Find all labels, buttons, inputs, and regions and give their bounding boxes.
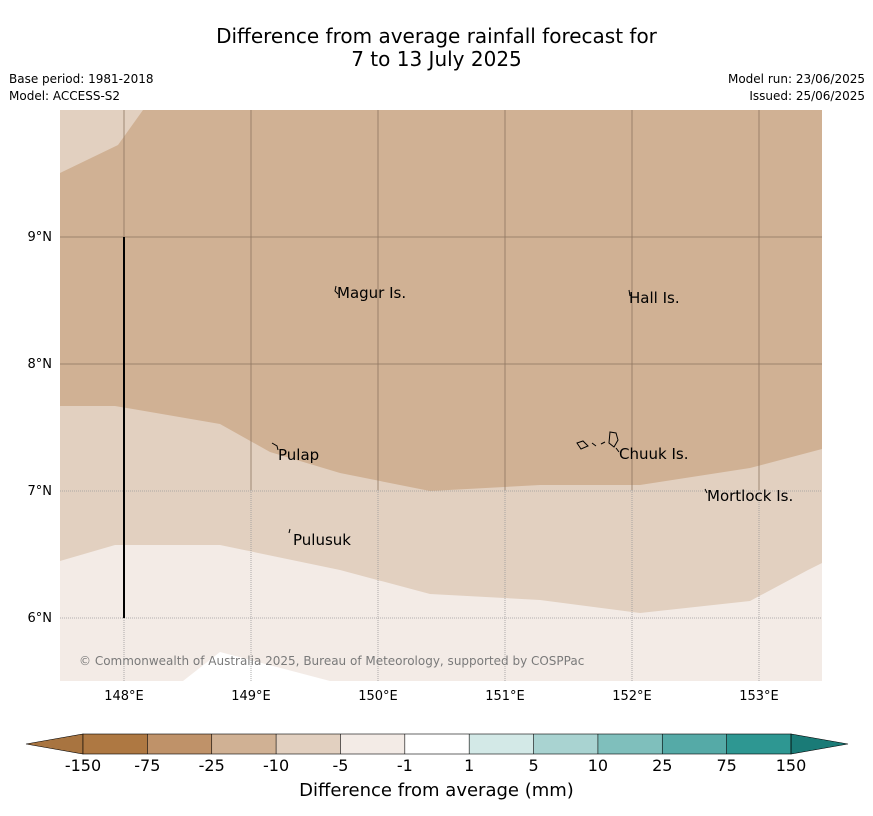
lon-label-149e: 149°E (231, 689, 271, 704)
band-minus10-to-minus5-northwest (60, 110, 143, 173)
colorbar-tick-label-6: 1 (464, 756, 474, 775)
colorbar (25, 733, 849, 755)
colorbar-bin-6 (469, 734, 535, 754)
issued-date-text: Issued: 25/06/2025 (749, 89, 865, 103)
island-markers (271, 285, 708, 534)
lat-label-7n: 7°N (28, 484, 53, 499)
map-title-line1: Difference from average rainfall forecas… (216, 24, 657, 48)
colorbar-bin-0 (83, 734, 148, 754)
colorbar-tick-label-8: 10 (588, 756, 608, 775)
lat-label-9n: 9°N (28, 230, 53, 245)
magur-island-shape (334, 285, 339, 295)
colorbar-bin-1 (147, 734, 213, 754)
place-label-hall: Hall Is. (629, 289, 680, 307)
colorbar-bin-8 (597, 734, 663, 754)
colorbar-tick-label-5: -1 (397, 756, 413, 775)
colorbar-frame (82, 733, 792, 755)
colorbar-tick-labels: -150 -75 -25 -10 -5 -1 1 5 10 25 75 150 (65, 756, 806, 775)
model-run-text: Model run: 23/06/2025 (727, 72, 865, 86)
band-minus25-to-minus10 (60, 110, 822, 491)
mortlock-island-shape (704, 488, 708, 494)
lon-label-148e: 148°E (104, 689, 144, 704)
colorbar-tick-label-3: -10 (263, 756, 289, 775)
colorbar-title: Difference from average (mm) (299, 780, 574, 801)
colorbar-bin-10 (726, 734, 792, 754)
rainfall-contours (60, 110, 822, 681)
place-label-mortlock: Mortlock Is. (707, 487, 793, 505)
colorbar-bin-5 (404, 734, 470, 754)
map-title-line2: 7 to 13 July 2025 (351, 47, 522, 71)
lon-label-150e: 150°E (358, 689, 398, 704)
chuuk-lagoon-shape (576, 431, 620, 453)
colorbar-extend-high (790, 733, 849, 755)
place-label-chuuk: Chuuk Is. (619, 445, 688, 463)
pulap-island-shape (271, 442, 279, 451)
colorbar-extend-low (25, 733, 84, 755)
graticule (60, 110, 822, 681)
colorbar-tick-label-1: -75 (134, 756, 160, 775)
model-name-text: Model: ACCESS-S2 (9, 89, 121, 103)
colorbar-tick-label-2: -25 (199, 756, 225, 775)
colorbar-tick-label-4: -5 (332, 756, 348, 775)
colorbar-bin-3 (276, 734, 341, 754)
lat-label-6n: 6°N (28, 611, 53, 626)
colorbar-tick-label-10: 75 (716, 756, 736, 775)
lat-label-8n: 8°N (28, 357, 53, 372)
colorbar-bin-2 (211, 734, 277, 754)
colorbar-tick-label-0: -150 (65, 756, 101, 775)
band-minus1-to-1-south (183, 652, 330, 681)
lon-label-151e: 151°E (485, 689, 525, 704)
colorbar-tick-label-7: 5 (528, 756, 538, 775)
colorbar-bin-7 (533, 734, 599, 754)
colorbar-bin-9 (662, 734, 728, 754)
colorbar-tick-label-9: 25 (652, 756, 672, 775)
lon-label-153e: 153°E (739, 689, 779, 704)
colorbar-tick-label-11: 150 (776, 756, 807, 775)
copyright-notice: © Commonwealth of Australia 2025, Bureau… (79, 654, 584, 668)
place-label-pulusuk: Pulusuk (293, 531, 351, 549)
hall-island-shape (628, 289, 631, 297)
pulusuk-island-shape (288, 528, 291, 534)
place-label-pulap: Pulap (278, 446, 319, 464)
colorbar-bin-4 (340, 734, 406, 754)
place-label-magur: Magur Is. (337, 284, 406, 302)
lon-label-152e: 152°E (612, 689, 652, 704)
base-period-text: Base period: 1981-2018 (9, 72, 154, 86)
